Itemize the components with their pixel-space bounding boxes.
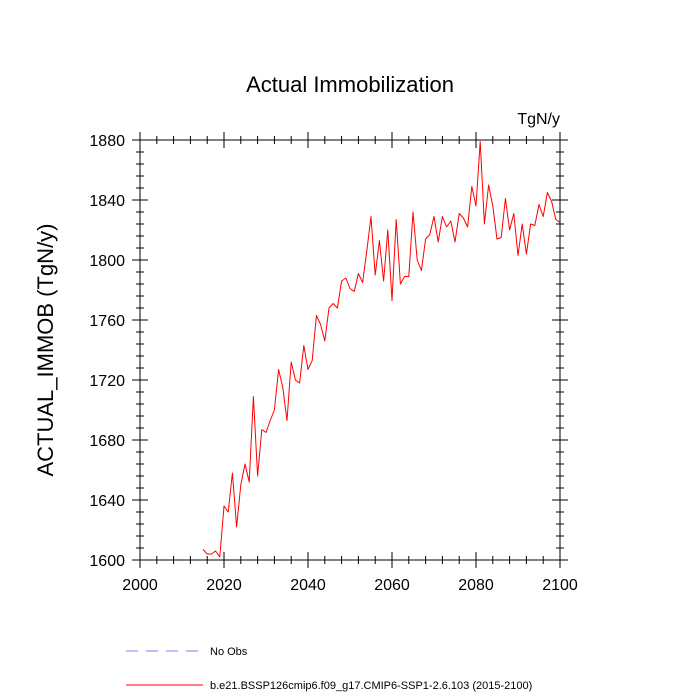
y-tick-label: 1600: [89, 553, 125, 570]
axis-ticks: [132, 132, 568, 568]
legend: No Obs b.e21.BSSP126cmip6.f09_g17.CMIP6-…: [126, 646, 532, 692]
chart-title: Actual Immobilization: [246, 72, 454, 97]
x-tick-label: 2020: [206, 577, 242, 594]
y-tick-label: 1680: [89, 433, 125, 450]
y-tick-label: 1760: [89, 313, 125, 330]
y-tick-label: 1880: [89, 133, 125, 150]
plot-frame: [139, 139, 561, 561]
x-tick-label: 2080: [458, 577, 494, 594]
x-tick-label: 2060: [374, 577, 410, 594]
x-tick-label: 2000: [122, 577, 158, 594]
series-lines: [202, 141, 561, 558]
y-tick-label: 1720: [89, 373, 125, 390]
legend-label-model-run: b.e21.BSSP126cmip6.f09_g17.CMIP6-SSP1-2.…: [210, 680, 532, 692]
x-tick-label: 2100: [542, 577, 578, 594]
series-line-1: [202, 141, 561, 558]
y-tick-label: 1640: [89, 493, 125, 510]
x-tick-label: 2040: [290, 577, 326, 594]
units-label: TgN/y: [517, 111, 560, 128]
tick-labels: 2000 2020 2040 2060 2080 2100 1600 1640 1680 1720…: [89, 133, 577, 594]
y-axis-label: ACTUAL_IMMOB (TgN/y): [33, 223, 58, 476]
y-tick-label: 1840: [89, 193, 125, 210]
legend-label-no-obs: No Obs: [210, 646, 248, 658]
y-tick-label: 1800: [89, 253, 125, 270]
